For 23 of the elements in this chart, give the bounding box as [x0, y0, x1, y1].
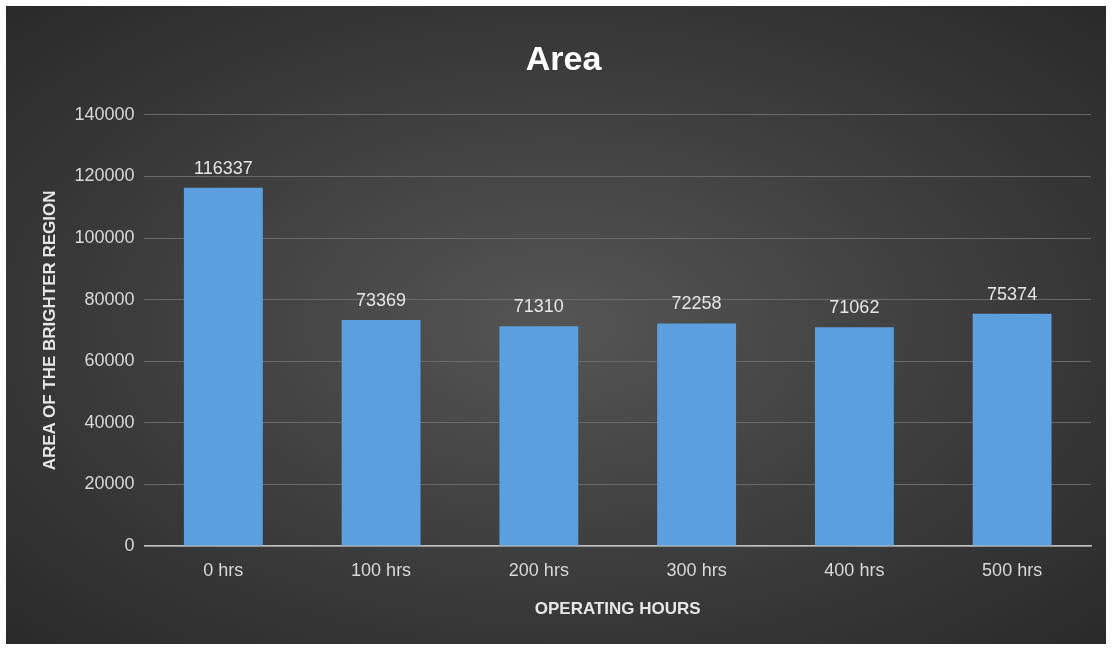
x-axis-title: OPERATING HOURS — [534, 599, 701, 619]
chart-title: Area — [525, 38, 603, 77]
x-tick-label: 100 hrs — [351, 559, 412, 580]
y-tick-label: 140000 — [74, 103, 135, 124]
x-tick-label: 200 hrs — [508, 559, 569, 580]
x-tick-label: 400 hrs — [824, 559, 885, 580]
data-label: 71310 — [513, 296, 564, 317]
x-tick-label: 500 hrs — [982, 559, 1043, 580]
y-tick-label: 40000 — [84, 411, 135, 432]
y-tick-label: 20000 — [84, 473, 135, 494]
x-tick-label: 0 hrs — [203, 559, 244, 580]
y-tick-label: 60000 — [84, 350, 135, 371]
y-axis-title: AREA OF THE BRIGHTER REGION — [39, 190, 59, 471]
data-label: 71062 — [829, 297, 880, 318]
y-tick-label: 120000 — [74, 165, 135, 186]
y-tick-label: 80000 — [84, 288, 135, 309]
y-tick-label: 0 — [124, 534, 135, 555]
data-label: 73369 — [356, 289, 407, 310]
data-label: 72258 — [671, 293, 722, 314]
x-tick-label: 300 hrs — [666, 559, 727, 580]
y-tick-label: 100000 — [74, 226, 135, 247]
data-label: 116337 — [193, 157, 253, 178]
data-label: 75374 — [987, 283, 1038, 304]
